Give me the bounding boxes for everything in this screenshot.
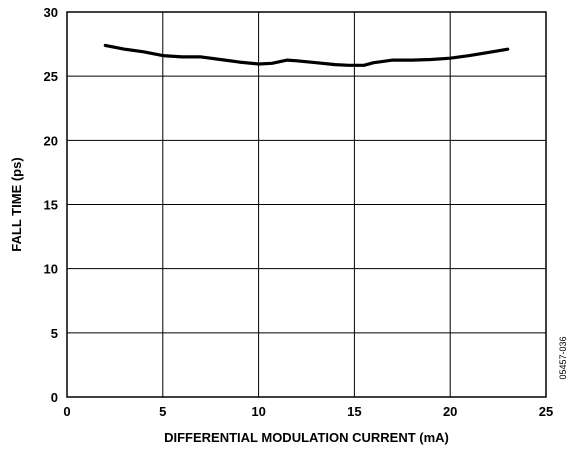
y-axis-title: FALL TIME (ps) xyxy=(9,157,24,251)
y-tick-label: 0 xyxy=(51,390,58,405)
x-tick-label: 5 xyxy=(159,404,166,419)
series-line-fall-time xyxy=(103,43,510,67)
plot-area-frame xyxy=(66,11,547,398)
x-axis-tick-labels: 0 5 10 15 20 25 xyxy=(63,404,553,419)
x-tick-label: 25 xyxy=(539,404,553,419)
x-tick-label: 15 xyxy=(347,404,361,419)
y-tick-label: 25 xyxy=(44,69,58,84)
y-tick-label: 15 xyxy=(44,198,58,213)
y-tick-label: 5 xyxy=(51,326,58,341)
y-tick-label: 10 xyxy=(44,262,58,277)
x-axis-title: DIFFERENTIAL MODULATION CURRENT (mA) xyxy=(164,430,449,445)
y-tick-label: 20 xyxy=(44,133,58,148)
x-tick-label: 10 xyxy=(251,404,265,419)
y-tick-label: 30 xyxy=(44,5,58,20)
figure-id-label: 05457-036 xyxy=(558,336,568,379)
x-tick-label: 0 xyxy=(63,404,70,419)
y-axis-tick-labels: 0 5 10 15 20 25 30 xyxy=(44,5,58,405)
gridlines xyxy=(67,12,546,397)
x-tick-label: 20 xyxy=(443,404,457,419)
